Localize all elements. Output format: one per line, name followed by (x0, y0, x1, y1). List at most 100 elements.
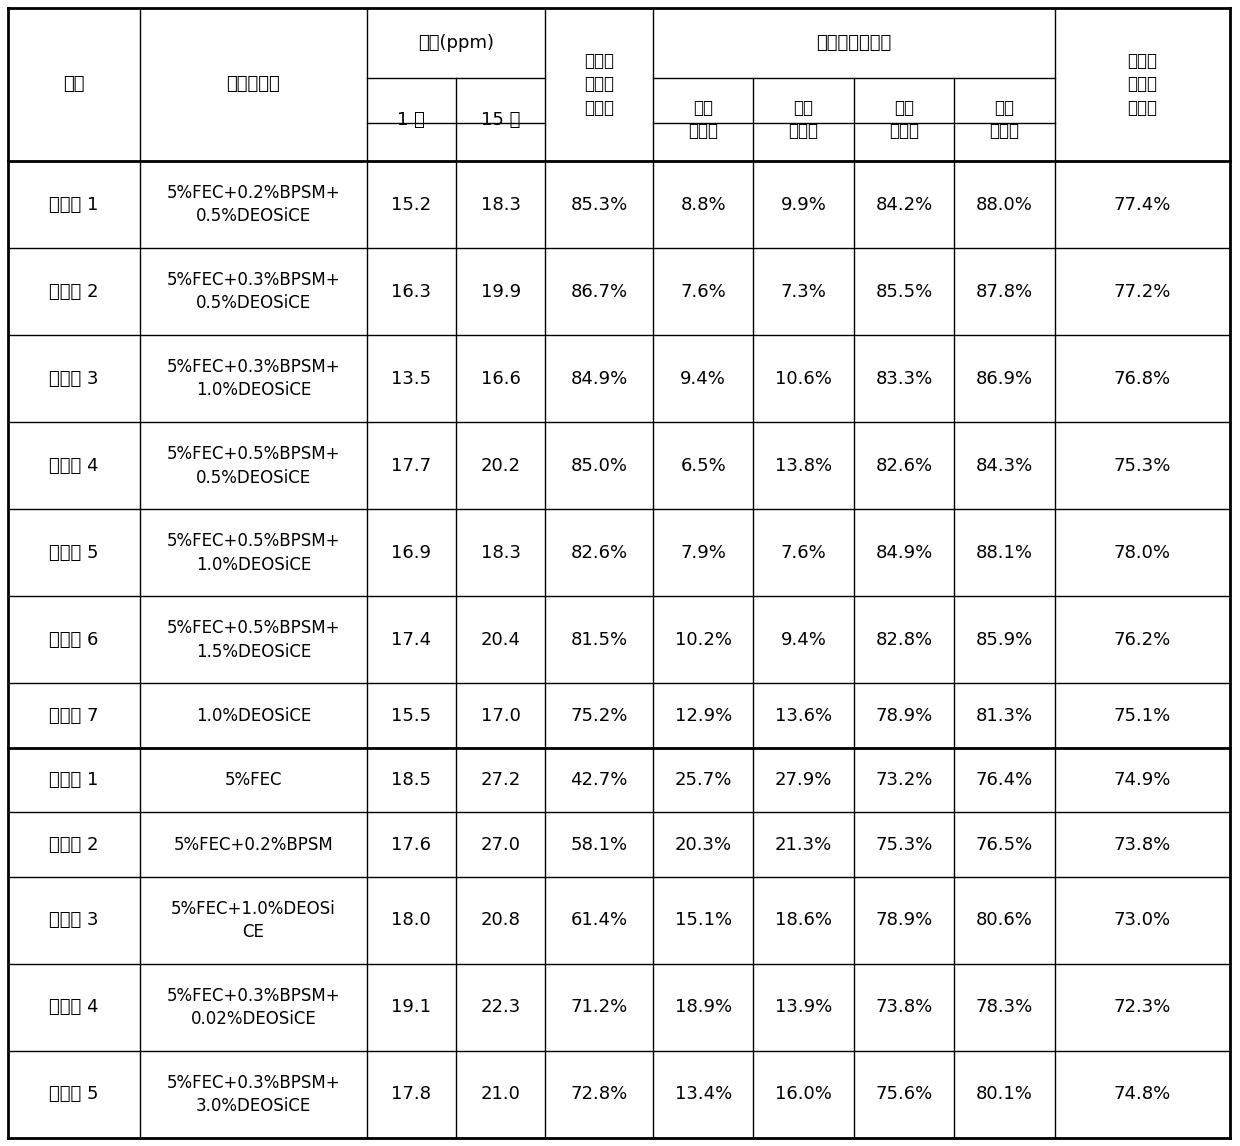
Text: 76.4%: 76.4% (976, 771, 1033, 790)
Text: 82.8%: 82.8% (875, 631, 932, 649)
Text: 9.4%: 9.4% (681, 370, 727, 387)
Text: 42.7%: 42.7% (570, 771, 627, 790)
Text: 1 天: 1 天 (397, 110, 425, 128)
Text: 85.0%: 85.0% (570, 457, 627, 474)
Text: 5%FEC+0.5%BPSM+
0.5%DEOSiCE: 5%FEC+0.5%BPSM+ 0.5%DEOSiCE (166, 445, 340, 487)
Text: 实施例 7: 实施例 7 (50, 707, 99, 724)
Text: 6.5%: 6.5% (681, 457, 727, 474)
Text: 13.8%: 13.8% (775, 457, 832, 474)
Text: 82.6%: 82.6% (875, 457, 932, 474)
Text: 80.1%: 80.1% (976, 1085, 1033, 1104)
Text: 73.0%: 73.0% (1114, 911, 1171, 929)
Text: 81.5%: 81.5% (570, 631, 627, 649)
Text: 实施例 4: 实施例 4 (50, 457, 99, 474)
Text: 73.8%: 73.8% (875, 998, 932, 1017)
Text: 5%FEC+0.5%BPSM+
1.0%DEOSiCE: 5%FEC+0.5%BPSM+ 1.0%DEOSiCE (166, 532, 340, 574)
Text: 21.3%: 21.3% (775, 835, 832, 854)
Text: 20.3%: 20.3% (675, 835, 732, 854)
Text: 10.2%: 10.2% (675, 631, 732, 649)
Text: 实施例 6: 实施例 6 (50, 631, 99, 649)
Text: 5%FEC+0.2%BPSM+
0.5%DEOSiCE: 5%FEC+0.2%BPSM+ 0.5%DEOSiCE (166, 183, 340, 226)
Text: 72.3%: 72.3% (1114, 998, 1171, 1017)
Text: 58.1%: 58.1% (570, 835, 627, 854)
Text: 81.3%: 81.3% (976, 707, 1033, 724)
Text: 实施例 1: 实施例 1 (50, 196, 99, 213)
Text: 5%FEC+0.3%BPSM+
3.0%DEOSiCE: 5%FEC+0.3%BPSM+ 3.0%DEOSiCE (166, 1074, 340, 1115)
Text: 13.9%: 13.9% (775, 998, 832, 1017)
Text: 9.9%: 9.9% (781, 196, 827, 213)
Text: 84.2%: 84.2% (875, 196, 932, 213)
Text: 78.9%: 78.9% (875, 707, 932, 724)
Text: 18.0: 18.0 (392, 911, 432, 929)
Text: 7.9%: 7.9% (681, 544, 727, 562)
Text: 75.3%: 75.3% (1114, 457, 1171, 474)
Text: 7.6%: 7.6% (781, 544, 827, 562)
Text: 88.0%: 88.0% (976, 196, 1033, 213)
Text: 9.4%: 9.4% (781, 631, 827, 649)
Text: 77.2%: 77.2% (1114, 283, 1171, 300)
Text: 7.6%: 7.6% (681, 283, 727, 300)
Text: 对比例 5: 对比例 5 (50, 1085, 99, 1104)
Text: 75.2%: 75.2% (570, 707, 627, 724)
Text: 74.9%: 74.9% (1114, 771, 1171, 790)
Text: 5%FEC+0.3%BPSM+
0.02%DEOSiCE: 5%FEC+0.3%BPSM+ 0.02%DEOSiCE (166, 987, 340, 1028)
Text: 16.6: 16.6 (481, 370, 521, 387)
Text: 61.4%: 61.4% (570, 911, 627, 929)
Text: 19.9: 19.9 (481, 283, 521, 300)
Text: 对比例 2: 对比例 2 (50, 835, 99, 854)
Text: 20.4: 20.4 (481, 631, 521, 649)
Text: 7.3%: 7.3% (781, 283, 827, 300)
Text: 8.8%: 8.8% (681, 196, 727, 213)
Text: 73.8%: 73.8% (1114, 835, 1171, 854)
Text: 低温放
电容量
保持率: 低温放 电容量 保持率 (1127, 52, 1157, 117)
Text: 76.2%: 76.2% (1114, 631, 1171, 649)
Text: 25.7%: 25.7% (675, 771, 732, 790)
Text: 容量
恢复率: 容量 恢复率 (990, 99, 1019, 140)
Text: 88.1%: 88.1% (976, 544, 1033, 562)
Text: 27.0: 27.0 (481, 835, 521, 854)
Text: 80.6%: 80.6% (976, 911, 1033, 929)
Text: 内阻
变化率: 内阻 变化率 (789, 99, 818, 140)
Text: 72.8%: 72.8% (570, 1085, 627, 1104)
Text: 76.8%: 76.8% (1114, 370, 1171, 387)
Text: 高温储存变化率: 高温储存变化率 (816, 34, 892, 52)
Text: 13.6%: 13.6% (775, 707, 832, 724)
Text: 5%FEC+0.3%BPSM+
0.5%DEOSiCE: 5%FEC+0.3%BPSM+ 0.5%DEOSiCE (166, 270, 340, 313)
Text: 5%FEC+0.2%BPSM: 5%FEC+0.2%BPSM (174, 835, 334, 854)
Text: 例别: 例别 (63, 76, 84, 94)
Text: 18.3: 18.3 (481, 196, 521, 213)
Text: 83.3%: 83.3% (875, 370, 932, 387)
Text: 82.6%: 82.6% (570, 544, 627, 562)
Text: 27.9%: 27.9% (775, 771, 832, 790)
Text: 75.6%: 75.6% (875, 1085, 932, 1104)
Text: 71.2%: 71.2% (570, 998, 627, 1017)
Text: 75.3%: 75.3% (875, 835, 932, 854)
Text: 10.6%: 10.6% (775, 370, 832, 387)
Text: 对比例 3: 对比例 3 (50, 911, 99, 929)
Text: 18.3: 18.3 (481, 544, 521, 562)
Text: 18.6%: 18.6% (775, 911, 832, 929)
Text: 5%FEC+0.3%BPSM+
1.0%DEOSiCE: 5%FEC+0.3%BPSM+ 1.0%DEOSiCE (166, 358, 340, 400)
Text: 22.3: 22.3 (481, 998, 521, 1017)
Text: 13.5: 13.5 (392, 370, 432, 387)
Text: 18.9%: 18.9% (675, 998, 732, 1017)
Text: 20.2: 20.2 (481, 457, 521, 474)
Text: 74.8%: 74.8% (1114, 1085, 1171, 1104)
Text: 87.8%: 87.8% (976, 283, 1033, 300)
Text: 20.8: 20.8 (481, 911, 521, 929)
Text: 84.3%: 84.3% (976, 457, 1033, 474)
Text: 77.4%: 77.4% (1114, 196, 1171, 213)
Text: 85.5%: 85.5% (875, 283, 932, 300)
Text: 17.8: 17.8 (392, 1085, 432, 1104)
Text: 27.2: 27.2 (481, 771, 521, 790)
Text: 78.0%: 78.0% (1114, 544, 1171, 562)
Text: 78.9%: 78.9% (875, 911, 932, 929)
Text: 86.7%: 86.7% (570, 283, 627, 300)
Text: 75.1%: 75.1% (1114, 707, 1171, 724)
Text: 17.0: 17.0 (481, 707, 521, 724)
Text: 13.4%: 13.4% (675, 1085, 732, 1104)
Text: 18.5: 18.5 (392, 771, 432, 790)
Text: 15.1%: 15.1% (675, 911, 732, 929)
Text: 12.9%: 12.9% (675, 707, 732, 724)
Text: 酸度(ppm): 酸度(ppm) (418, 34, 494, 52)
